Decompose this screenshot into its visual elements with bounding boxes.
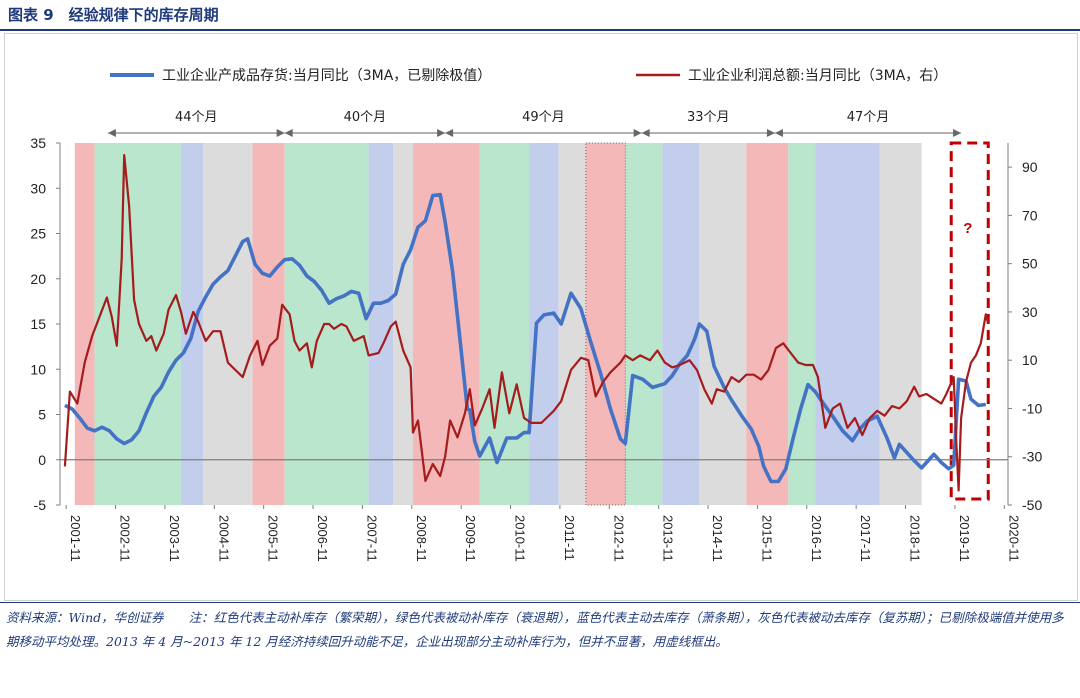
phase-band-gray bbox=[203, 143, 253, 505]
x-tick-label: 2017-11 bbox=[858, 515, 873, 562]
right-tick-label: -30 bbox=[1022, 449, 1042, 465]
cycle-span-label: 33个月 bbox=[687, 110, 730, 125]
x-tick-label: 2013-11 bbox=[661, 515, 676, 562]
inventory-cycle-chart: ? -505101520253035-50-30-101030507090200… bbox=[30, 67, 1042, 562]
phase-band-green bbox=[625, 143, 663, 505]
right-tick-label: 10 bbox=[1022, 352, 1038, 368]
right-tick-label: 90 bbox=[1022, 159, 1038, 175]
source-note: 资料来源：Wind，华创证券 注：红色代表主动补库存（繁荣期），绿色代表被动补库… bbox=[6, 610, 1064, 649]
x-tick-label: 2016-11 bbox=[809, 515, 824, 562]
x-tick-label: 2010-11 bbox=[513, 515, 528, 562]
phase-band-blue bbox=[180, 143, 204, 505]
right-tick-label: -10 bbox=[1022, 400, 1042, 416]
cycle-span-arrow-left bbox=[445, 129, 454, 137]
x-tick-label: 2007-11 bbox=[364, 515, 379, 562]
cycle-span-arrow-left bbox=[284, 129, 293, 137]
cycle-span-arrow-right bbox=[437, 129, 446, 137]
x-tick-label: 2003-11 bbox=[167, 515, 182, 562]
cycle-span-arrow-left bbox=[641, 129, 650, 137]
left-tick-label: 10 bbox=[30, 361, 46, 377]
x-tick-label: 2018-11 bbox=[908, 515, 923, 562]
question-mark: ? bbox=[963, 220, 972, 237]
legend: 工业企业产成品存货:当月同比（3MA，已剔除极值） 工业企业利润总额:当月同比（3… bbox=[110, 67, 947, 84]
x-tick-label: 2015-11 bbox=[759, 515, 774, 562]
inventory-series-line bbox=[64, 192, 987, 484]
phase-band-green bbox=[788, 143, 816, 505]
cycle-span-label: 40个月 bbox=[344, 110, 387, 125]
cycle-span-label: 49个月 bbox=[522, 110, 565, 125]
title-rule bbox=[0, 29, 1080, 31]
left-tick-label: 35 bbox=[30, 135, 46, 151]
phase-band-blue bbox=[815, 143, 880, 505]
cycle-span-arrow-right bbox=[953, 129, 962, 137]
x-tick-label: 2006-11 bbox=[315, 515, 330, 562]
phase-band-green bbox=[94, 143, 181, 505]
phase-background-layer bbox=[74, 143, 922, 505]
phase-band-gray bbox=[699, 143, 747, 505]
right-tick-label: 70 bbox=[1022, 207, 1038, 223]
x-tick-label: 2008-11 bbox=[414, 515, 429, 562]
cycle-span-arrow-right bbox=[633, 129, 642, 137]
x-tick-label: 2020-11 bbox=[1006, 515, 1021, 562]
phase-band-blue bbox=[662, 143, 700, 505]
left-tick-label: 15 bbox=[30, 316, 46, 332]
cycle-span-layer: 44个月 40个月 49个月 33个月 47个月 bbox=[107, 110, 962, 137]
axis-layer: -505101520253035-50-30-1010305070902001-… bbox=[30, 135, 1042, 562]
left-tick-label: 30 bbox=[30, 180, 46, 196]
figure-title: 图表 9 经验规律下的库存周期 bbox=[8, 6, 219, 24]
cycle-span-arrow-right bbox=[766, 129, 775, 137]
x-tick-label: 2005-11 bbox=[266, 515, 281, 562]
x-tick-label: 2002-11 bbox=[118, 515, 133, 562]
cycle-span-arrow-left bbox=[107, 129, 116, 137]
right-tick-label: -50 bbox=[1022, 497, 1042, 513]
phase-band-blue bbox=[529, 143, 559, 505]
phase-band-red bbox=[585, 143, 626, 505]
x-tick-label: 2019-11 bbox=[957, 515, 972, 562]
phase-band-gray bbox=[879, 143, 922, 505]
x-tick-label: 2004-11 bbox=[216, 515, 231, 562]
phase-band-green bbox=[479, 143, 530, 505]
left-tick-label: -5 bbox=[34, 497, 47, 513]
series-layer bbox=[63, 154, 990, 492]
x-tick-label: 2011-11 bbox=[562, 515, 577, 561]
left-tick-label: 0 bbox=[38, 452, 46, 468]
left-tick-label: 25 bbox=[30, 226, 46, 242]
phase-band-gray bbox=[558, 143, 586, 505]
x-tick-label: 2001-11 bbox=[68, 515, 83, 562]
left-tick-label: 5 bbox=[38, 407, 46, 423]
x-tick-label: 2014-11 bbox=[710, 515, 725, 562]
phase-band-gray bbox=[393, 143, 414, 505]
legend-label: 工业企业利润总额:当月同比（3MA，右） bbox=[688, 67, 947, 84]
right-tick-label: 50 bbox=[1022, 256, 1038, 272]
cycle-span-label: 47个月 bbox=[847, 110, 890, 125]
cycle-span-label: 44个月 bbox=[175, 110, 218, 125]
phase-band-blue bbox=[368, 143, 394, 505]
legend-label: 工业企业产成品存货:当月同比（3MA，已剔除极值） bbox=[162, 67, 491, 84]
right-tick-label: 30 bbox=[1022, 304, 1038, 320]
x-tick-label: 2012-11 bbox=[611, 515, 626, 562]
cycle-span-arrow-left bbox=[774, 129, 783, 137]
profit-series-line bbox=[63, 154, 990, 492]
cycle-span-arrow-right bbox=[276, 129, 285, 137]
phase-band-red bbox=[74, 143, 95, 505]
x-tick-label: 2009-11 bbox=[463, 515, 478, 562]
phase-band-red bbox=[746, 143, 789, 505]
footer-rule bbox=[0, 602, 1080, 603]
left-tick-label: 20 bbox=[30, 271, 46, 287]
